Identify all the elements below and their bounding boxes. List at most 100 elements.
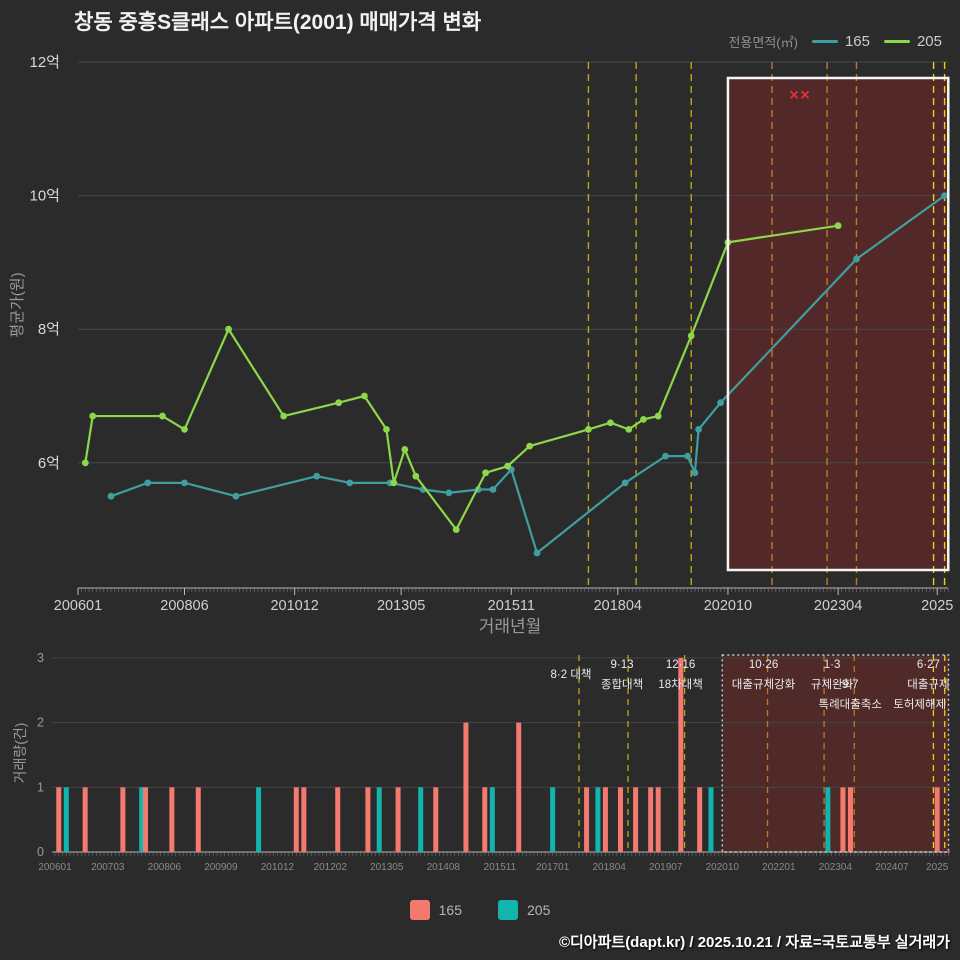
price-point-165[interactable] (489, 486, 497, 493)
price-axis-title: 평균가(원) (9, 272, 26, 338)
price-point-205[interactable] (89, 412, 97, 420)
volume-highlight-region (722, 655, 949, 852)
volume-bar-165[interactable] (678, 657, 684, 852)
price-point-205[interactable] (181, 426, 188, 433)
price-point-205[interactable] (585, 426, 592, 433)
volume-bar-165[interactable] (301, 787, 307, 852)
price-x-tick-label: 201012 (270, 598, 318, 614)
volume-bar-205[interactable] (418, 787, 424, 852)
price-point-205[interactable] (383, 426, 390, 433)
price-point-165[interactable] (691, 469, 699, 477)
price-point-205[interactable] (654, 412, 662, 420)
price-point-205[interactable] (401, 446, 409, 453)
volume-bar-165[interactable] (584, 787, 590, 852)
volume-tick-label: 3 (37, 651, 44, 665)
price-point-205[interactable] (504, 462, 512, 470)
volume-x-tick-label: 200601 (38, 862, 72, 873)
price-tick-label: 10억 (30, 188, 61, 205)
volume-bar-205[interactable] (376, 787, 382, 852)
volume-bar-165[interactable] (82, 787, 88, 852)
volume-bar-165[interactable] (516, 722, 522, 852)
volume-bar-165[interactable] (395, 787, 401, 852)
volume-bar-205[interactable] (595, 787, 601, 852)
price-point-165[interactable] (346, 479, 354, 487)
volume-bar-165[interactable] (840, 787, 846, 852)
price-x-tick-label: 200601 (54, 598, 102, 614)
legend-item-205[interactable]: 205 (883, 33, 942, 50)
volume-bar-165[interactable] (847, 787, 853, 852)
area-legend-title: 전용면적(㎡) (728, 35, 798, 50)
volume-bar-205[interactable] (708, 787, 714, 852)
volume-legend-item-205[interactable]: 205 (498, 900, 550, 920)
volume-x-tick-label: 200806 (148, 862, 182, 873)
policy-label: 대출규제강화 (732, 678, 796, 691)
price-point-205[interactable] (81, 459, 89, 467)
price-point-205[interactable] (482, 469, 489, 477)
volume-bar-165[interactable] (195, 787, 201, 852)
price-point-205[interactable] (390, 479, 398, 487)
price-point-165[interactable] (533, 549, 541, 557)
volume-bar-165[interactable] (482, 787, 488, 852)
price-point-165[interactable] (853, 255, 860, 263)
price-point-165[interactable] (445, 489, 453, 497)
series-205-line-swatch (883, 40, 910, 43)
price-point-205[interactable] (687, 332, 695, 340)
area-legend: 전용면적(㎡) 165 205 (728, 32, 942, 51)
volume-bar-165[interactable] (602, 787, 608, 852)
volume-bar-165[interactable] (365, 787, 371, 852)
price-point-205[interactable] (452, 526, 460, 533)
volume-bar-165[interactable] (169, 787, 175, 852)
price-point-165[interactable] (695, 426, 702, 433)
volume-bar-165[interactable] (56, 787, 62, 852)
price-point-165[interactable] (144, 479, 152, 487)
policy-label: 1·3 (824, 659, 841, 671)
price-point-165[interactable] (941, 192, 948, 200)
volume-bar-165[interactable] (618, 787, 623, 852)
price-point-165[interactable] (621, 479, 629, 487)
price-point-205[interactable] (526, 442, 534, 450)
price-point-165[interactable] (107, 492, 115, 500)
policy-label: 9·13 (611, 659, 634, 671)
price-tick-label: 6억 (38, 455, 60, 472)
volume-bar-205[interactable] (256, 787, 262, 852)
volume-bar-205[interactable] (550, 787, 556, 852)
volume-bar-165[interactable] (293, 787, 299, 852)
volume-bar-205[interactable] (63, 787, 69, 852)
volume-bar-205[interactable] (825, 787, 831, 852)
volume-bar-205[interactable] (139, 787, 145, 852)
volume-bar-165[interactable] (433, 787, 439, 852)
price-point-205[interactable] (607, 419, 614, 427)
volume-legend-item-165[interactable]: 165 (409, 900, 462, 920)
price-point-205[interactable] (159, 412, 166, 420)
volume-legend-label-165: 165 (438, 902, 462, 918)
policy-label: 특례대출축소 (818, 698, 881, 711)
legend-item-165[interactable]: 165 (811, 33, 870, 50)
price-point-165[interactable] (181, 479, 188, 487)
volume-bar-165[interactable] (697, 787, 703, 852)
price-point-165[interactable] (662, 452, 669, 460)
price-point-165[interactable] (717, 399, 724, 407)
volume-bar-165[interactable] (934, 787, 940, 852)
volume-bar-205[interactable] (489, 787, 495, 852)
volume-bar-165[interactable] (142, 787, 148, 852)
policy-label: 9·7 (842, 679, 859, 691)
price-point-165[interactable] (684, 452, 691, 460)
volume-bar-165[interactable] (335, 787, 341, 852)
price-point-205[interactable] (640, 415, 647, 423)
price-point-205[interactable] (361, 392, 368, 400)
price-point-205[interactable] (280, 412, 288, 420)
price-point-205[interactable] (834, 222, 842, 230)
volume-bar-165[interactable] (463, 722, 469, 852)
price-point-165[interactable] (232, 492, 240, 500)
volume-bar-165[interactable] (120, 787, 126, 852)
price-point-205[interactable] (412, 472, 420, 480)
price-point-205[interactable] (225, 325, 232, 333)
volume-bar-165[interactable] (648, 787, 654, 852)
price-point-205[interactable] (625, 426, 633, 433)
volume-bar-165[interactable] (633, 787, 639, 852)
volume-x-tick-label: 201701 (536, 862, 570, 873)
price-point-165[interactable] (313, 472, 321, 480)
volume-bar-165[interactable] (655, 787, 661, 852)
price-point-205[interactable] (335, 399, 343, 407)
volume-tick-label: 0 (37, 845, 44, 859)
